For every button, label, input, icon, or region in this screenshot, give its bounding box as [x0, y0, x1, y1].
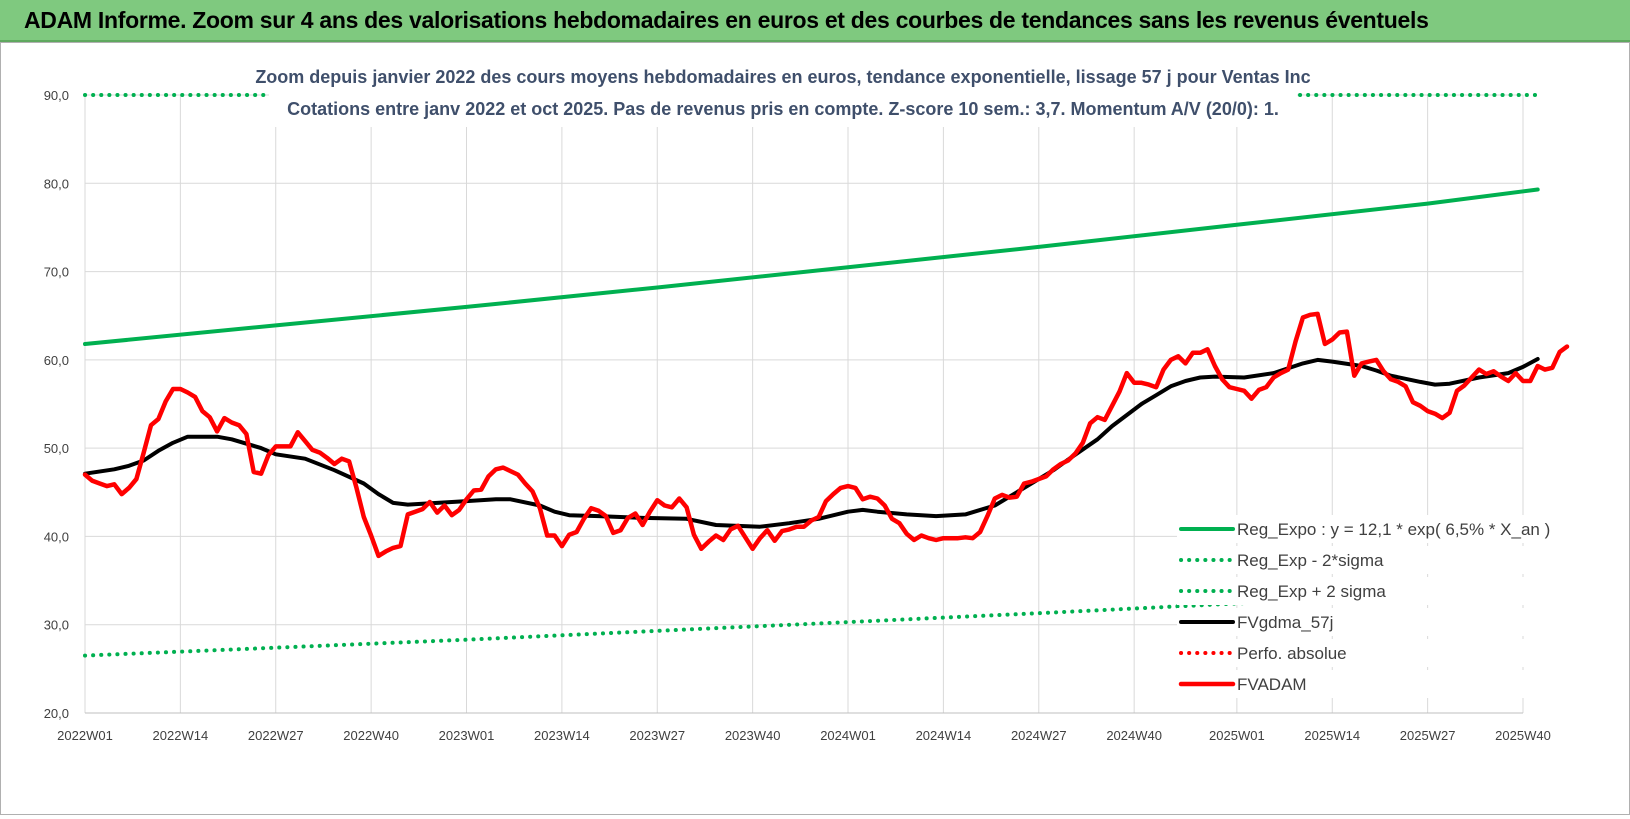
- legend-bg: [1177, 577, 1557, 605]
- series-line-3: [83, 357, 1540, 529]
- legend-label: Perfo. absolue: [1237, 644, 1347, 663]
- chart-subtitle: Cotations entre janv 2022 et oct 2025. P…: [287, 99, 1279, 119]
- x-tick-label: 2022W40: [343, 728, 399, 743]
- x-tick-label: 2023W01: [439, 728, 495, 743]
- y-tick-label: 90,0: [44, 88, 69, 103]
- y-tick-label: 70,0: [44, 265, 69, 280]
- legend-bg: [1177, 670, 1557, 698]
- chart-title: Zoom depuis janvier 2022 des cours moyen…: [255, 67, 1310, 87]
- legend-label: FVADAM: [1237, 675, 1307, 694]
- y-tick-label: 80,0: [44, 176, 69, 191]
- legend-bg: [1177, 639, 1557, 667]
- axes: 20,0 30,0 40,0 50,0 60,0 70,0 80,0 90,0 2022W01 2…: [44, 88, 1551, 743]
- line-chart: 20,0 30,0 40,0 50,0 60,0 70,0 80,0 90,0 2022W01 2…: [44, 61, 1570, 743]
- x-tick-label: 2024W01: [820, 728, 876, 743]
- y-tick-label: 30,0: [44, 618, 69, 633]
- x-tick-label: 2025W27: [1400, 728, 1456, 743]
- report-header: ADAM Informe. Zoom sur 4 ans des valoris…: [0, 0, 1630, 42]
- x-tick-label: 2025W01: [1209, 728, 1265, 743]
- title-background: [269, 61, 1297, 127]
- x-tick-label: 2025W40: [1495, 728, 1551, 743]
- x-tick-label: 2024W14: [916, 728, 972, 743]
- series-line-0: [83, 187, 1540, 346]
- legend-label: Reg_Exp - 2*sigma: [1237, 551, 1384, 570]
- x-tick-label: 2023W14: [534, 728, 590, 743]
- legend: Reg_Expo : y = 12,1 * exp( 6,5% * X_an )…: [1177, 515, 1557, 698]
- legend-label: Reg_Expo : y = 12,1 * exp( 6,5% * X_an ): [1237, 520, 1550, 539]
- x-tick-label: 2024W27: [1011, 728, 1067, 743]
- x-tick-label: 2022W27: [248, 728, 304, 743]
- chart-frame: 20,0 30,0 40,0 50,0 60,0 70,0 80,0 90,0 2022W01 2…: [0, 42, 1630, 815]
- y-tick-label: 40,0: [44, 529, 69, 544]
- legend-label: FVgdma_57j: [1237, 613, 1333, 632]
- legend-bg: [1177, 546, 1557, 574]
- x-tick-label: 2025W14: [1304, 728, 1360, 743]
- x-tick-label: 2023W40: [725, 728, 781, 743]
- report-title: ADAM Informe. Zoom sur 4 ans des valoris…: [24, 7, 1429, 33]
- y-tick-label: 50,0: [44, 441, 69, 456]
- x-tick-label: 2022W01: [57, 728, 113, 743]
- legend-label: Reg_Exp + 2 sigma: [1237, 582, 1386, 601]
- x-tick-label: 2024W40: [1106, 728, 1162, 743]
- legend-bg: [1177, 515, 1557, 543]
- y-tick-label: 20,0: [44, 706, 69, 721]
- y-tick-label: 60,0: [44, 353, 69, 368]
- x-tick-label: 2023W27: [629, 728, 685, 743]
- x-tick-label: 2022W14: [153, 728, 209, 743]
- series-line-5: [82, 311, 1570, 559]
- legend-bg: [1177, 608, 1557, 636]
